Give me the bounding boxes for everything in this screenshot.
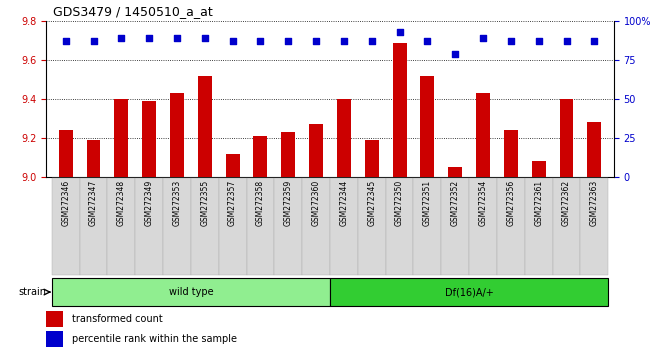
Point bbox=[339, 39, 349, 44]
Bar bbox=[448, 167, 462, 177]
Text: GSM272359: GSM272359 bbox=[284, 180, 293, 226]
Bar bbox=[59, 130, 73, 177]
Bar bbox=[114, 99, 128, 177]
FancyBboxPatch shape bbox=[218, 178, 247, 275]
Point bbox=[88, 39, 99, 44]
Bar bbox=[420, 76, 434, 177]
Text: GSM272345: GSM272345 bbox=[367, 180, 376, 226]
Bar bbox=[504, 130, 518, 177]
Text: GSM272348: GSM272348 bbox=[117, 180, 126, 226]
Text: Df(16)A/+: Df(16)A/+ bbox=[445, 287, 494, 297]
Text: GDS3479 / 1450510_a_at: GDS3479 / 1450510_a_at bbox=[53, 5, 213, 18]
FancyBboxPatch shape bbox=[358, 178, 385, 275]
Text: GSM272354: GSM272354 bbox=[478, 180, 488, 226]
Point bbox=[450, 51, 461, 57]
Point bbox=[478, 35, 488, 41]
FancyBboxPatch shape bbox=[163, 178, 191, 275]
Point bbox=[506, 39, 516, 44]
FancyBboxPatch shape bbox=[552, 178, 580, 275]
FancyBboxPatch shape bbox=[525, 178, 552, 275]
Text: GSM272350: GSM272350 bbox=[395, 180, 404, 226]
Point bbox=[199, 35, 210, 41]
FancyBboxPatch shape bbox=[51, 178, 80, 275]
FancyBboxPatch shape bbox=[135, 178, 163, 275]
Point bbox=[589, 39, 599, 44]
Bar bbox=[46, 331, 63, 347]
Text: GSM272352: GSM272352 bbox=[451, 180, 460, 226]
Bar bbox=[46, 311, 63, 327]
Text: GSM272357: GSM272357 bbox=[228, 180, 237, 226]
Bar bbox=[281, 132, 295, 177]
FancyBboxPatch shape bbox=[275, 178, 302, 275]
FancyBboxPatch shape bbox=[302, 178, 330, 275]
Bar bbox=[142, 101, 156, 177]
Text: GSM272362: GSM272362 bbox=[562, 180, 571, 226]
Point bbox=[227, 39, 238, 44]
Text: GSM272344: GSM272344 bbox=[339, 180, 348, 226]
Text: percentile rank within the sample: percentile rank within the sample bbox=[72, 334, 237, 344]
Point bbox=[366, 39, 377, 44]
Bar bbox=[337, 99, 351, 177]
Text: GSM272349: GSM272349 bbox=[145, 180, 154, 226]
FancyBboxPatch shape bbox=[385, 178, 413, 275]
FancyBboxPatch shape bbox=[80, 178, 108, 275]
Text: GSM272347: GSM272347 bbox=[89, 180, 98, 226]
FancyBboxPatch shape bbox=[330, 178, 358, 275]
FancyBboxPatch shape bbox=[413, 178, 442, 275]
Bar bbox=[86, 140, 100, 177]
FancyBboxPatch shape bbox=[108, 178, 135, 275]
Bar bbox=[198, 76, 212, 177]
Text: GSM272360: GSM272360 bbox=[312, 180, 321, 226]
FancyBboxPatch shape bbox=[497, 178, 525, 275]
Bar bbox=[532, 161, 546, 177]
Bar bbox=[253, 136, 267, 177]
Point bbox=[255, 39, 266, 44]
FancyBboxPatch shape bbox=[191, 178, 218, 275]
Text: GSM272358: GSM272358 bbox=[256, 180, 265, 226]
Text: GSM272363: GSM272363 bbox=[590, 180, 599, 226]
Point bbox=[422, 39, 433, 44]
Text: GSM272351: GSM272351 bbox=[423, 180, 432, 226]
Point bbox=[172, 35, 182, 41]
FancyBboxPatch shape bbox=[580, 178, 609, 275]
Bar bbox=[170, 93, 184, 177]
Bar bbox=[309, 124, 323, 177]
FancyBboxPatch shape bbox=[247, 178, 275, 275]
FancyBboxPatch shape bbox=[51, 278, 330, 307]
Text: GSM272355: GSM272355 bbox=[200, 180, 209, 226]
Bar bbox=[587, 122, 601, 177]
FancyBboxPatch shape bbox=[330, 278, 609, 307]
Bar bbox=[365, 140, 379, 177]
Text: wild type: wild type bbox=[168, 287, 213, 297]
Text: GSM272361: GSM272361 bbox=[534, 180, 543, 226]
FancyBboxPatch shape bbox=[442, 178, 469, 275]
Bar bbox=[226, 154, 240, 177]
Text: GSM272346: GSM272346 bbox=[61, 180, 70, 226]
Text: transformed count: transformed count bbox=[72, 314, 162, 324]
Point bbox=[533, 39, 544, 44]
Bar bbox=[560, 99, 574, 177]
Text: GSM272356: GSM272356 bbox=[506, 180, 515, 226]
Point bbox=[283, 39, 294, 44]
Text: GSM272353: GSM272353 bbox=[172, 180, 182, 226]
Point bbox=[144, 35, 154, 41]
Point bbox=[116, 35, 127, 41]
Text: strain: strain bbox=[18, 287, 47, 297]
Bar bbox=[476, 93, 490, 177]
FancyBboxPatch shape bbox=[469, 178, 497, 275]
Point bbox=[394, 29, 405, 35]
Point bbox=[311, 39, 321, 44]
Point bbox=[561, 39, 572, 44]
Bar bbox=[393, 42, 407, 177]
Point bbox=[61, 39, 71, 44]
